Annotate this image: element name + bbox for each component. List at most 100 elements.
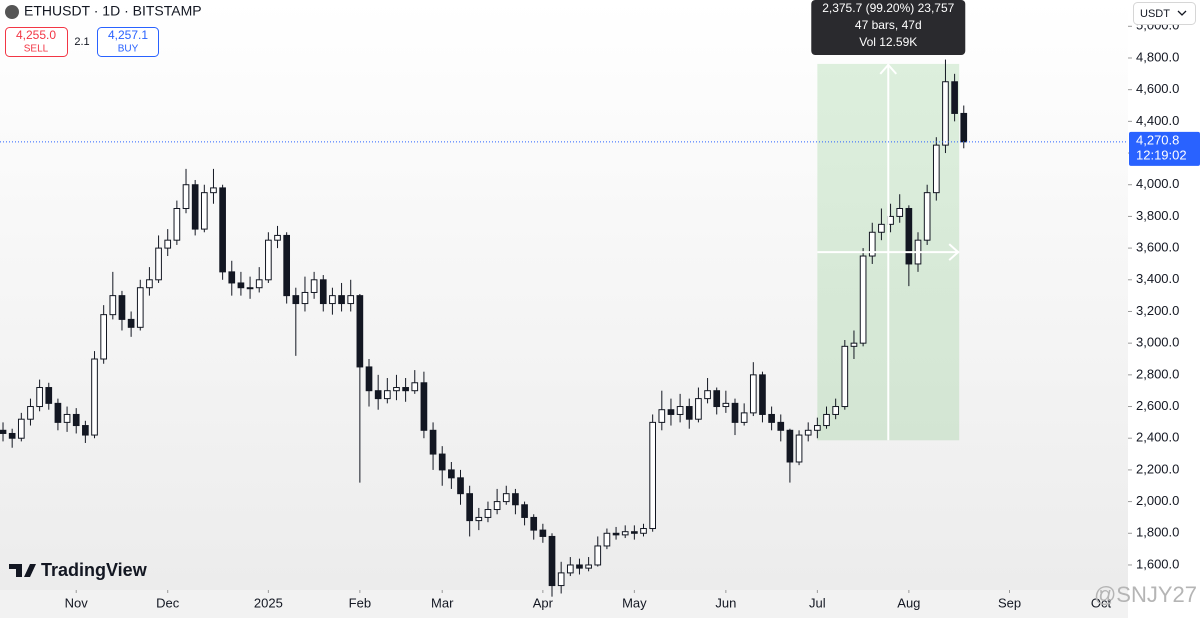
candle-body xyxy=(255,279,263,289)
candle-body xyxy=(383,390,391,400)
candle-body xyxy=(868,231,876,257)
candle-body xyxy=(127,318,135,328)
candle-body xyxy=(292,295,300,305)
candle-body xyxy=(109,295,117,316)
candle-body xyxy=(136,287,144,328)
x-tick-label: Apr xyxy=(533,595,554,610)
candle-body xyxy=(932,144,940,194)
candle-body xyxy=(832,406,839,415)
sell-button[interactable] xyxy=(5,27,68,57)
candle-body xyxy=(338,295,345,305)
price-axis xyxy=(1128,0,1200,618)
candle-body xyxy=(17,418,25,439)
candle-body xyxy=(942,81,949,146)
y-tick-label: 3,000.0 xyxy=(1136,335,1179,350)
candle-body xyxy=(621,531,629,536)
candle-body xyxy=(210,187,217,194)
candle-body xyxy=(164,239,172,249)
candle-body xyxy=(640,528,647,534)
candle-body xyxy=(695,398,702,420)
top-layer: 4,270.812:19:02 USDT xyxy=(1129,2,1200,166)
candle-body xyxy=(704,390,711,400)
candle-body xyxy=(649,421,656,530)
candle-body xyxy=(393,387,400,392)
candle-body xyxy=(365,366,373,392)
measure-text: Vol 12.59K xyxy=(859,35,917,49)
candle-body xyxy=(576,564,583,569)
candle-body xyxy=(45,387,53,404)
candle-body xyxy=(0,429,7,434)
candle-body xyxy=(594,545,602,566)
candle-body xyxy=(118,295,126,320)
candle-body xyxy=(475,516,483,522)
sell-price: 4,255.0 xyxy=(16,28,56,42)
buy-price: 4,257.1 xyxy=(108,28,148,42)
candle-body xyxy=(484,509,492,518)
x-tick-label: Oct xyxy=(1091,595,1112,610)
candle-body xyxy=(301,291,309,305)
y-tick-label: 2,400.0 xyxy=(1136,430,1179,445)
candle-body xyxy=(429,429,437,455)
candle-body xyxy=(54,402,62,423)
candle-body xyxy=(466,493,474,522)
candle-body xyxy=(878,223,885,233)
logo-text: TradingView xyxy=(41,560,148,580)
candle-body xyxy=(283,234,291,297)
x-tick-label: Jun xyxy=(715,595,736,610)
x-tick-label: Jul xyxy=(809,595,826,610)
x-tick-label: Feb xyxy=(349,595,371,610)
buy-button[interactable] xyxy=(97,27,159,57)
candle-body xyxy=(191,184,199,230)
candle-body xyxy=(457,477,464,495)
candle-body xyxy=(814,425,821,431)
candle-body xyxy=(448,469,455,479)
candle-body xyxy=(72,413,80,427)
x-tick-label: 2025 xyxy=(254,595,283,610)
candle-body xyxy=(768,413,775,423)
candle-body xyxy=(804,429,812,436)
candle-body xyxy=(420,382,428,431)
candle-body xyxy=(740,412,748,423)
candle-body xyxy=(493,501,501,511)
countdown: 12:19:02 xyxy=(1136,147,1187,162)
candle-body xyxy=(438,453,446,471)
candle-body xyxy=(823,413,830,427)
candle-body xyxy=(502,493,510,503)
y-tick-label: 3,400.0 xyxy=(1136,271,1179,286)
candle-body xyxy=(329,295,336,305)
currency-label: USDT xyxy=(1140,8,1170,20)
candle-body xyxy=(237,282,245,289)
candle-body xyxy=(685,406,693,420)
y-tick-label: 4,000.0 xyxy=(1136,176,1179,191)
candle-body xyxy=(566,564,574,574)
candle-body xyxy=(200,192,208,230)
candle-body xyxy=(347,295,355,305)
candle-body xyxy=(521,504,528,518)
candle-body xyxy=(63,413,71,423)
y-tick-label: 3,200.0 xyxy=(1136,303,1179,318)
currency-select[interactable] xyxy=(1133,2,1196,25)
candle-body xyxy=(585,564,592,569)
candle-body xyxy=(8,432,16,439)
y-tick-label: 4,800.0 xyxy=(1136,49,1179,64)
candle-body xyxy=(182,184,190,209)
candle-body xyxy=(859,255,867,344)
y-tick-label: 4,600.0 xyxy=(1136,81,1179,96)
symbol-icon xyxy=(5,5,19,19)
y-tick-label: 3,800.0 xyxy=(1136,208,1179,223)
x-tick-label: Sep xyxy=(998,595,1021,610)
time-axis xyxy=(0,590,1128,618)
spread: 2.1 xyxy=(74,36,89,48)
x-tick-label: May xyxy=(622,595,647,610)
logo-mark xyxy=(9,564,36,577)
watermark: @SNJY27 xyxy=(1094,582,1197,607)
candle-body xyxy=(91,358,98,436)
symbol-title: ETHUSDT · 1D · BITSTAMP xyxy=(24,3,202,19)
candle-body xyxy=(146,279,153,289)
candle-body xyxy=(228,271,236,284)
candle-body xyxy=(219,187,226,273)
candle-body xyxy=(658,409,666,423)
y-tick-label: 4,400.0 xyxy=(1136,113,1179,128)
